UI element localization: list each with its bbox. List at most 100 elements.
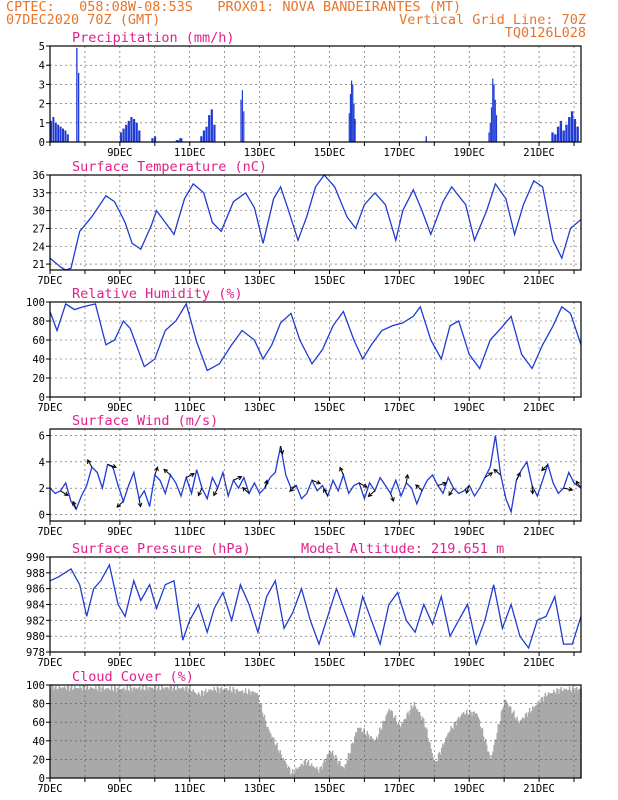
cloud-bar — [400, 727, 402, 778]
cloud-bar — [285, 763, 288, 778]
cloud-bar — [304, 759, 307, 778]
cloud-bar — [173, 685, 176, 778]
cloud-bar — [168, 689, 170, 778]
cloud-bar — [489, 754, 491, 778]
y-tick-label: 60 — [32, 717, 45, 729]
precip-bar — [64, 130, 67, 142]
precip-bar — [495, 115, 498, 142]
precip-bar — [352, 84, 354, 142]
cloud-bar — [162, 687, 164, 778]
cloud-bar — [149, 687, 152, 778]
precip-bar — [492, 78, 494, 142]
cloud-bar — [497, 724, 499, 778]
y-tick-label: 0 — [39, 392, 45, 404]
panel-title: Surface Pressure (hPa) — [72, 541, 251, 557]
precip-bar — [494, 99, 496, 142]
cloud-bar — [171, 691, 174, 778]
cloud-bar — [117, 687, 119, 778]
cloud-bar — [517, 720, 519, 778]
cloud-bar — [262, 716, 265, 778]
cloud-bar — [356, 732, 358, 778]
cloud-bar — [561, 691, 563, 778]
cloud-bar — [506, 703, 509, 778]
cloud-bar — [576, 686, 578, 778]
wind-arrow-head — [112, 463, 118, 469]
precip-bar — [351, 80, 353, 142]
cloud-bar — [252, 691, 254, 778]
cloud-bar — [423, 719, 425, 778]
cloud-bar — [274, 745, 276, 778]
x-tick-label: 17DEC — [384, 147, 416, 159]
precip-bar — [559, 120, 563, 142]
precip-bar — [153, 136, 157, 142]
x-tick-label: 7DEC — [37, 275, 62, 287]
cloud-bar — [70, 685, 73, 778]
cloud-bar — [60, 688, 62, 778]
cloud-bar — [237, 691, 240, 778]
cloud-bar — [280, 754, 283, 778]
y-tick-label: 33 — [32, 188, 45, 200]
x-tick-label: 19DEC — [453, 526, 485, 538]
precip-bar — [54, 122, 57, 142]
cloud-bar — [324, 761, 327, 778]
cloud-bar — [277, 750, 279, 778]
cloud-bar — [457, 716, 460, 778]
cloud-bar — [519, 720, 521, 778]
wind-arrow — [60, 490, 69, 496]
precip-bar — [57, 124, 60, 142]
y-tick-label: 20 — [32, 373, 45, 385]
cloud-bar — [424, 727, 426, 778]
panel-frame — [49, 684, 582, 779]
y-tick-label: 20 — [32, 754, 45, 766]
x-tick-label: 21DEC — [523, 526, 555, 538]
cloud-bar — [160, 689, 162, 778]
cloud-bar — [83, 686, 85, 778]
cloud-bar — [398, 726, 401, 778]
cloud-bar — [209, 690, 211, 778]
panel-frame — [49, 174, 582, 271]
precip-bar — [66, 134, 69, 142]
cloud-bar — [215, 692, 218, 778]
cloud-bar — [533, 707, 535, 778]
cloud-bar — [65, 690, 68, 778]
cloud-bar — [572, 687, 575, 778]
cloud-bar — [342, 766, 344, 778]
wind-arrow-head — [279, 450, 285, 456]
cloud-bar — [503, 699, 506, 778]
cloud-bar — [82, 685, 84, 778]
cloud-bar — [239, 691, 242, 778]
cloud-bar — [414, 706, 417, 778]
cloud-bar — [306, 762, 309, 778]
wind-arrow-head — [488, 472, 493, 477]
cloud-bar — [544, 692, 547, 778]
cloud-bar — [405, 719, 407, 778]
cloud-bar — [95, 685, 97, 778]
cloud-bar — [199, 696, 202, 778]
wind-arrow-head — [442, 481, 448, 487]
cloud-bar — [327, 753, 330, 778]
cloud-bar — [190, 691, 192, 778]
cloud-bar — [68, 691, 71, 778]
cloud-bar — [501, 709, 504, 778]
cloud-bar — [515, 719, 517, 778]
cloud-bar — [191, 691, 193, 778]
panel-temp — [46, 173, 582, 274]
cloud-bar — [531, 710, 533, 778]
cloud-bar — [259, 704, 262, 778]
x-tick-label: 9DEC — [107, 402, 132, 414]
x-tick-label: 9DEC — [107, 275, 132, 287]
cloud-bar — [417, 712, 420, 778]
cloud-bar — [472, 712, 474, 778]
wind-arrow — [213, 487, 219, 496]
y-tick-label: 27 — [32, 223, 45, 235]
cloud-bar — [52, 685, 54, 778]
x-tick-label: 13DEC — [244, 147, 276, 159]
precip-bar — [348, 113, 350, 142]
wind-arrow-head — [237, 476, 243, 481]
cloud-bar — [554, 692, 556, 778]
precip-bar — [562, 130, 565, 142]
cloud-bar — [228, 690, 230, 778]
cloud-bar — [317, 769, 319, 778]
cloud-bar — [235, 689, 237, 778]
cloud-bar — [428, 741, 430, 778]
